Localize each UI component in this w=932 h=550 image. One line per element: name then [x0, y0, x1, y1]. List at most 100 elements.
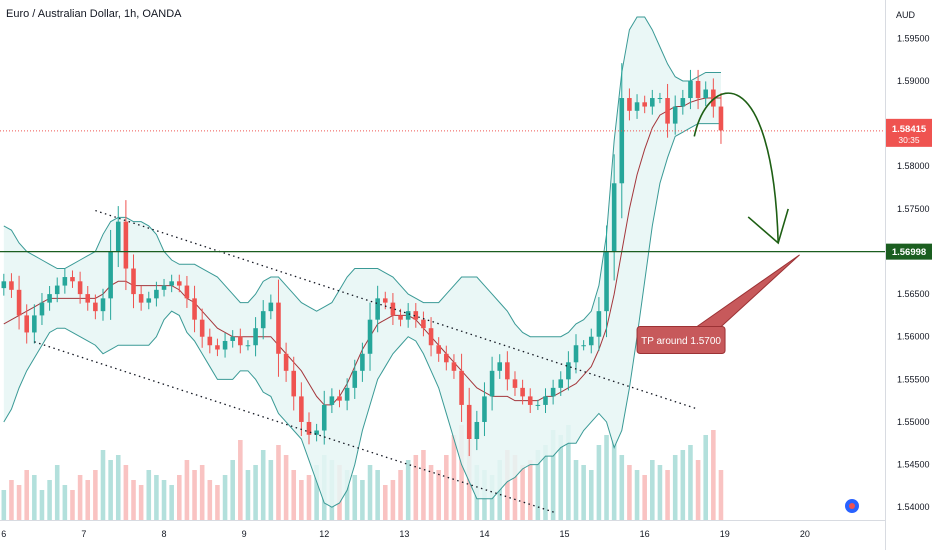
support-price-tag: [886, 243, 932, 260]
candle-body: [451, 362, 457, 371]
candle-body: [505, 362, 510, 380]
volume-bar: [192, 470, 197, 520]
candle-body: [47, 294, 52, 303]
candle-body: [299, 396, 304, 422]
current-price-tag: [886, 118, 932, 147]
candle-body: [268, 302, 274, 312]
volume-bar: [115, 455, 121, 520]
candle-body: [558, 379, 564, 388]
candle-body: [665, 98, 670, 124]
volume-bar: [199, 465, 205, 520]
x-tick-label: 14: [479, 529, 489, 539]
candle-body: [550, 387, 556, 397]
countdown-label: 30:35: [898, 135, 920, 145]
volume-bar: [283, 455, 289, 520]
volume-bar: [77, 475, 83, 520]
candle-body: [680, 98, 686, 107]
x-tick-label: 13: [399, 529, 409, 539]
volume-bar: [634, 470, 640, 520]
candle-body: [650, 98, 655, 107]
candle-body: [634, 102, 640, 111]
volume-bar: [375, 470, 380, 520]
candle-body: [512, 379, 518, 388]
forecast-arrowhead: [747, 208, 789, 245]
volume-bar: [650, 460, 655, 520]
candle-body: [405, 311, 411, 320]
volume-bar: [405, 460, 411, 520]
candle-body: [207, 336, 213, 346]
candle-body: [688, 80, 693, 99]
volume-bar: [24, 470, 29, 520]
volume-bar: [1, 490, 7, 520]
volume-bar: [695, 460, 701, 520]
volume-bar: [100, 450, 106, 520]
candle-body: [466, 404, 472, 440]
channel-upper-line: [95, 209, 699, 410]
volume-bar: [253, 465, 258, 520]
candle-body: [703, 89, 708, 99]
volume-bar: [512, 455, 518, 520]
volume-bar: [314, 465, 319, 520]
candle-body: [611, 183, 617, 252]
volume-bar: [344, 470, 350, 520]
volume-bar: [62, 485, 68, 520]
candle-body: [314, 430, 319, 435]
candle-body: [482, 396, 487, 422]
candle-body: [497, 362, 503, 371]
y-tick-label: 1.59000: [897, 76, 930, 86]
candle-body: [238, 336, 243, 346]
volume-bar: [207, 480, 213, 520]
volume-bar: [184, 460, 190, 520]
volume-bar: [222, 475, 228, 520]
volume-bar: [230, 460, 235, 520]
candle-body: [276, 302, 281, 354]
volume-bar: [459, 425, 464, 520]
volume-bar: [54, 465, 60, 520]
volume-bar: [672, 455, 678, 520]
volume-bar: [527, 460, 533, 520]
candle-body: [421, 319, 426, 329]
candle-body: [93, 302, 98, 312]
candle-body: [146, 298, 152, 303]
candle-body: [192, 298, 197, 320]
volume-bar: [558, 435, 564, 520]
x-tick-label: 15: [560, 529, 570, 539]
candles: [1, 63, 724, 457]
candle-body: [520, 387, 525, 397]
volume-bar: [657, 465, 663, 520]
candle-body: [360, 353, 365, 371]
volume-bar: [85, 480, 91, 520]
volume-bar: [215, 485, 220, 520]
volume-bar: [9, 480, 14, 520]
candle-body: [543, 396, 548, 405]
volume-bar: [520, 465, 525, 520]
volume-bar: [352, 475, 358, 520]
y-tick-label: 1.59500: [897, 33, 930, 43]
candle-body: [390, 302, 396, 316]
candle-body: [672, 106, 678, 124]
volume-bar: [566, 425, 571, 520]
volume-bar: [16, 485, 22, 520]
candle-body: [306, 421, 312, 435]
candle-body: [131, 268, 136, 295]
x-tick-label: 8: [162, 529, 167, 539]
candle-body: [588, 336, 594, 346]
x-tick-label: 7: [81, 529, 86, 539]
volume-bar: [428, 465, 434, 520]
candle-body: [375, 298, 380, 320]
candle-body: [642, 102, 647, 107]
volume-bar: [138, 485, 144, 520]
support-price-label: 1.56998: [892, 247, 926, 258]
candle-body: [85, 294, 91, 303]
volume-bar: [131, 480, 136, 520]
volume-bar: [390, 480, 396, 520]
x-tick-label: 6: [1, 529, 6, 539]
x-tick-label: 9: [242, 529, 247, 539]
volume-bar: [436, 470, 441, 520]
candle-body: [177, 281, 182, 286]
candle-body: [115, 221, 121, 252]
volume-bar: [93, 470, 98, 520]
lower-band-line: [3, 123, 721, 508]
candle-body: [573, 345, 579, 363]
